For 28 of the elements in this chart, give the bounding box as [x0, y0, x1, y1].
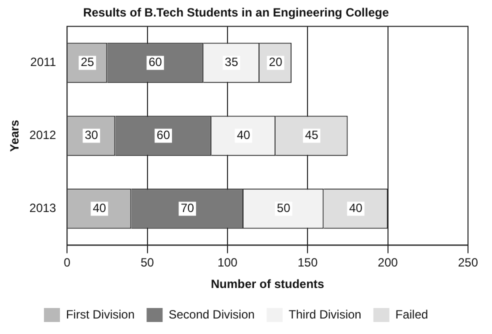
data-label: 20: [268, 55, 283, 70]
y-tick-label: 2011: [30, 55, 56, 70]
x-tick-label: 150: [298, 256, 318, 270]
x-tick-label: 250: [458, 256, 478, 270]
x-axis-title: Number of students: [210, 277, 325, 292]
x-tick-label: 50: [140, 256, 154, 270]
data-label: 25: [80, 55, 94, 70]
data-label: 45: [304, 128, 319, 142]
data-label: 40: [92, 201, 106, 216]
data-label: 70: [180, 201, 194, 216]
legend-label: Second Division: [168, 307, 255, 322]
data-label: 30: [84, 128, 98, 142]
y-tick-label: 2012: [29, 128, 56, 142]
data-label: 50: [276, 201, 291, 216]
legend-label: Failed: [395, 307, 428, 322]
legend-label: First Division: [66, 307, 135, 322]
data-label: 60: [148, 55, 162, 70]
x-tick-label: 100: [217, 256, 238, 270]
chart-title: Results of B.Tech Students in an Engineering College: [83, 6, 390, 20]
data-label: 40: [349, 201, 363, 216]
data-label: 35: [224, 55, 238, 70]
x-tick-label: 0: [64, 256, 71, 270]
data-label: 40: [236, 128, 250, 142]
x-tick-label: 200: [378, 256, 398, 270]
legend-label: Third Division: [288, 307, 362, 322]
y-tick-label: 2013: [29, 201, 56, 216]
y-axis-title: Years: [8, 119, 22, 152]
data-label: 60: [156, 128, 170, 142]
